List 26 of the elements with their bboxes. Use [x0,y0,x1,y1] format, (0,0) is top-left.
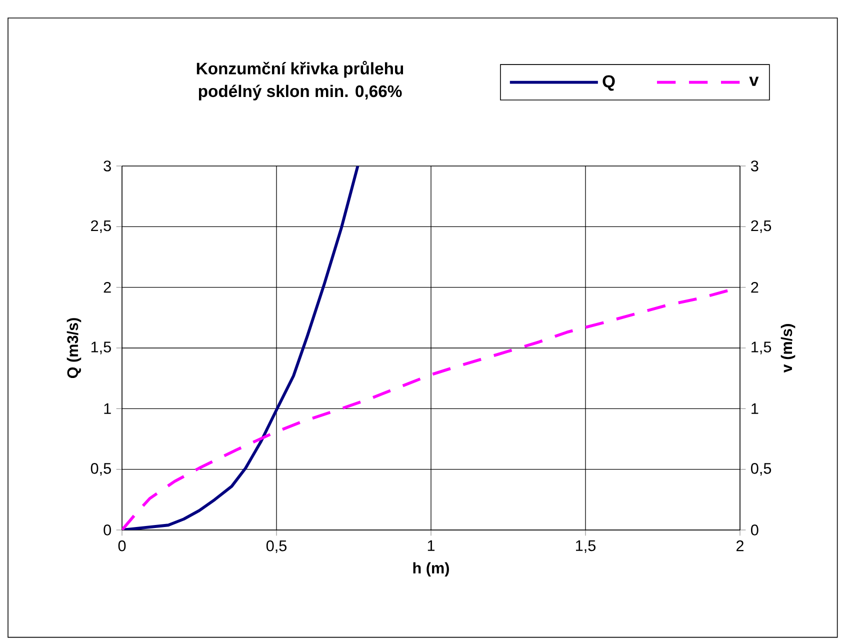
y-tick-label: 2 [104,282,111,293]
x-tick-label: 1 [428,540,435,551]
y-tick-label: 0 [104,524,112,536]
y2-tick-label: 2,5 [751,220,772,233]
y-axis-title: Q (m3/s) [66,318,82,378]
y2-tick-label: 1,5 [752,342,772,354]
chart-subtitle: podélný sklon min. 0,66% [198,84,402,100]
y2-tick-label: 1 [752,403,758,414]
x-axis-title: h (m) [413,562,449,576]
x-tick-label: 1,5 [576,540,596,553]
y-tick-label: 1,5 [91,342,111,354]
y2-tick-label: 0 [751,524,758,536]
x-tick-label: 2 [736,540,744,552]
y2-tick-label: 3 [750,160,758,172]
text: v [749,76,759,86]
chart-title: Konzumční křivka průlehu [196,60,404,78]
y2-tick-label: 2 [751,282,758,293]
x-tick-label: 0,5 [266,540,287,554]
y-tick-label: 2,5 [91,220,111,233]
y-tick-label: 3 [104,160,111,172]
y2-axis-title: v (m/s) [780,324,796,373]
y-tick-label: 1 [104,403,111,414]
y2-tick-label: 0,5 [751,462,772,476]
text: Q [602,75,615,91]
x-tick-label: 0 [118,540,126,552]
y-tick-label: 0,5 [90,462,111,476]
